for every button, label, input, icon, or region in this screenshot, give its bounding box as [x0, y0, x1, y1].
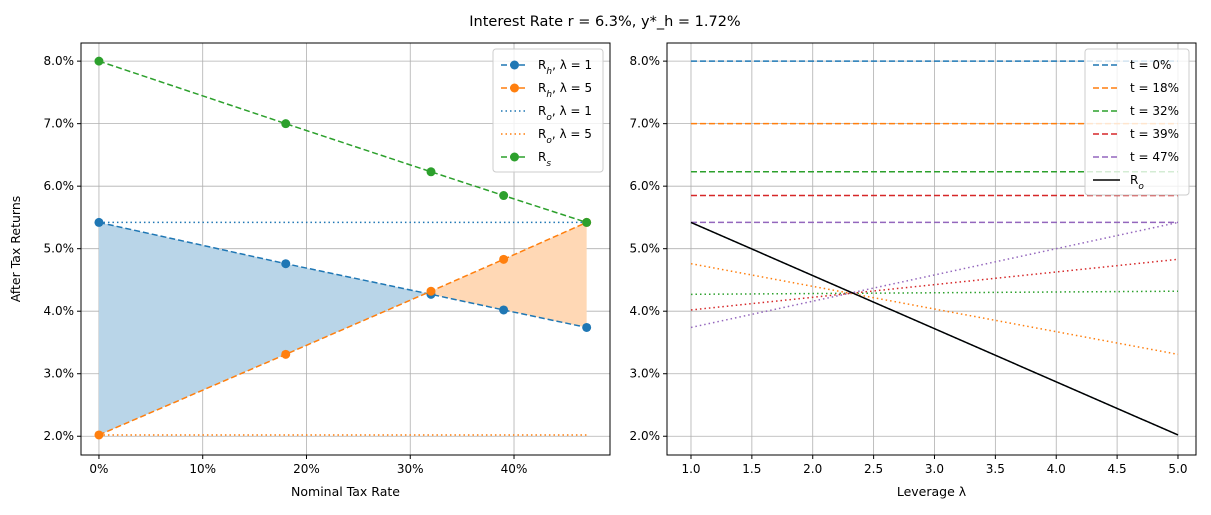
- y-tick-label: 7.0%: [44, 117, 75, 131]
- x-tick-label: 4.5: [1108, 462, 1127, 476]
- legend-label: t = 47%: [1130, 150, 1179, 164]
- y-tick-label: 5.0%: [630, 242, 661, 256]
- y-tick-label: 3.0%: [630, 367, 661, 381]
- data-point: [582, 322, 592, 332]
- legend-marker: [510, 83, 519, 93]
- y-tick-label: 7.0%: [630, 117, 661, 131]
- legend-label: t = 39%: [1130, 127, 1179, 141]
- y-tick-label: 4.0%: [630, 304, 661, 318]
- legend-label: Rh, λ = 5: [538, 81, 592, 100]
- data-point: [281, 349, 291, 359]
- legend-label: Ro, λ = 5: [538, 127, 592, 146]
- data-point: [94, 56, 104, 66]
- legend-box: [492, 48, 604, 173]
- fill-region-orange: [426, 222, 587, 328]
- x-tick-label: 1.0: [681, 462, 700, 476]
- fill-region-blue: [98, 222, 427, 435]
- x-tick-label: 3.5: [986, 462, 1005, 476]
- series-line-5: [690, 221, 1179, 436]
- legend-marker: [510, 60, 519, 70]
- series-line-0: [98, 221, 587, 329]
- series-dotted-line-1: [690, 262, 1179, 356]
- chart-2: 1.0 1.5 2.0 2.5 3.0 3.5 4.0 4.5 5.0 2.0% 3.0% 4.0% 5…: [630, 42, 1197, 499]
- y-tick-label: 4.0%: [44, 304, 75, 318]
- data-point: [426, 167, 436, 177]
- x-tick-label: 40%: [501, 462, 528, 476]
- y-tick-label: 6.0%: [44, 179, 75, 193]
- series-dotted-line-2: [690, 290, 1178, 296]
- legend-label: Rh, λ = 1: [538, 58, 592, 77]
- data-point: [281, 119, 291, 129]
- x-tick-label: 5.0: [1168, 462, 1187, 476]
- data-point: [499, 191, 509, 201]
- legend-label: Ro, λ = 1: [538, 104, 592, 123]
- legend-label: t = 18%: [1130, 81, 1179, 95]
- x-tick-label: 2.5: [864, 462, 883, 476]
- legend: Rh, λ = 1 Rh, λ = 5 Ro, λ = 1 Ro, λ = 5 Rs: [492, 48, 604, 173]
- series-dotted-line-3: [690, 258, 1179, 311]
- x-tick-label: 3.0: [925, 462, 944, 476]
- figure-title: Interest Rate r = 6.3%, y*_h = 1.72%: [469, 14, 740, 30]
- legend-box: [1084, 48, 1190, 196]
- legend-marker: [510, 152, 519, 162]
- series-line-4: [98, 60, 587, 224]
- chart-1: 0% 10% 20% 30% 40% 2.0% 3.0% 4.0% 5.0% 6.0% 7.0% 8.…: [8, 42, 611, 499]
- x-tick-label: 20%: [293, 462, 320, 476]
- data-point: [426, 286, 436, 296]
- legend-label: t = 32%: [1130, 104, 1179, 118]
- y-tick-label: 8.0%: [44, 54, 75, 68]
- y-axis-label: After Tax Returns: [8, 196, 23, 303]
- y-tick-label: 2.0%: [44, 429, 75, 443]
- x-tick-label: 1.5: [742, 462, 761, 476]
- y-tick-label: 2.0%: [630, 429, 661, 443]
- data-point: [499, 305, 509, 315]
- data-point: [582, 217, 592, 227]
- data-point: [281, 259, 291, 269]
- y-tick-label: 5.0%: [44, 242, 75, 256]
- y-tick-label: 8.0%: [630, 54, 661, 68]
- x-axis-label: Nominal Tax Rate: [291, 484, 400, 499]
- legend-label: Rs: [538, 150, 551, 169]
- legend: t = 0% t = 18% t = 32% t = 39% t = 47% Ro: [1084, 48, 1190, 196]
- data-point: [499, 254, 509, 264]
- x-tick-label: 4.0: [1047, 462, 1066, 476]
- x-tick-label: 0%: [89, 462, 108, 476]
- y-tick-label: 3.0%: [44, 367, 75, 381]
- x-tick-label: 2.0: [803, 462, 822, 476]
- legend-label: t = 0%: [1130, 58, 1171, 72]
- y-tick-label: 6.0%: [630, 179, 661, 193]
- series-dotted-line-4: [690, 221, 1179, 329]
- x-axis-label: Leverage λ: [897, 484, 967, 499]
- x-tick-label: 10%: [189, 462, 216, 476]
- axes-frame: [80, 42, 611, 456]
- legend-label: Ro: [1130, 173, 1144, 192]
- axes-frame: [666, 42, 1197, 456]
- x-tick-label: 30%: [397, 462, 424, 476]
